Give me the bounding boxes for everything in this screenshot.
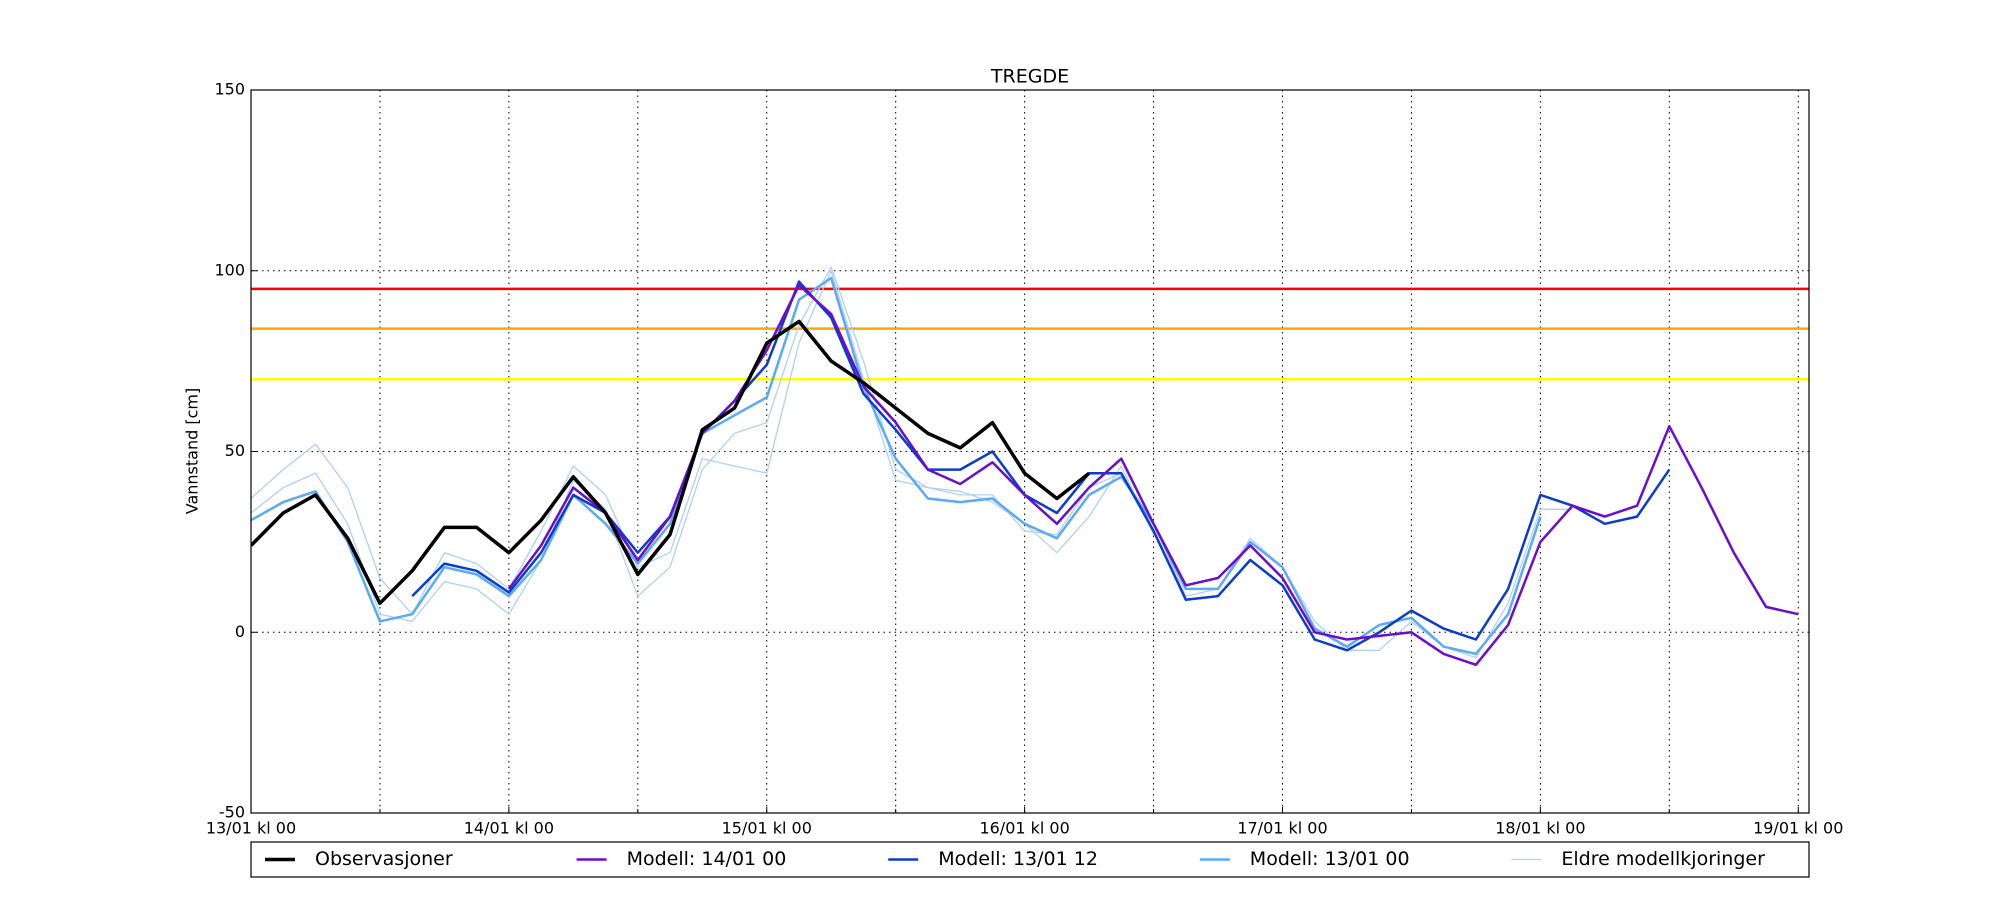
legend-box <box>250 841 1810 878</box>
plot-frame <box>250 89 1810 814</box>
series-line <box>251 319 1091 606</box>
x-tick-label: 13/01 kl 00 <box>206 819 296 838</box>
series-line <box>251 266 1573 659</box>
legend-text: Modell: 13/01 12 <box>938 848 1098 870</box>
legend-text: Observasjoner <box>315 848 453 870</box>
x-tick-label: 14/01 kl 00 <box>464 819 554 838</box>
x-tick-label: 15/01 kl 00 <box>722 819 812 838</box>
x-tick-label: 17/01 kl 00 <box>1237 819 1327 838</box>
y-tick-label: 150 <box>214 80 245 99</box>
x-tick-label: 19/01 kl 00 <box>1753 819 1843 838</box>
y-tick-label: 50 <box>225 441 245 460</box>
y-axis-label: Vannstand [cm] <box>183 388 202 514</box>
legend-text: Eldre modellkjoringer <box>1561 848 1765 870</box>
x-tick-label: 18/01 kl 00 <box>1495 819 1585 838</box>
legend-text: Modell: 14/01 00 <box>627 848 787 870</box>
series-line <box>251 276 1542 656</box>
x-tick-label: 16/01 kl 00 <box>979 819 1069 838</box>
y-tick-label: 100 <box>214 260 245 279</box>
legend-text: Modell: 13/01 00 <box>1250 848 1410 870</box>
y-tick-label: 0 <box>235 622 245 641</box>
y-tick-label: -50 <box>219 803 245 822</box>
series-line <box>507 283 1799 667</box>
series-line <box>251 270 1155 615</box>
chart-title: TREGDE <box>990 66 1069 88</box>
plot-area <box>251 266 1799 667</box>
series-line <box>411 280 1671 652</box>
